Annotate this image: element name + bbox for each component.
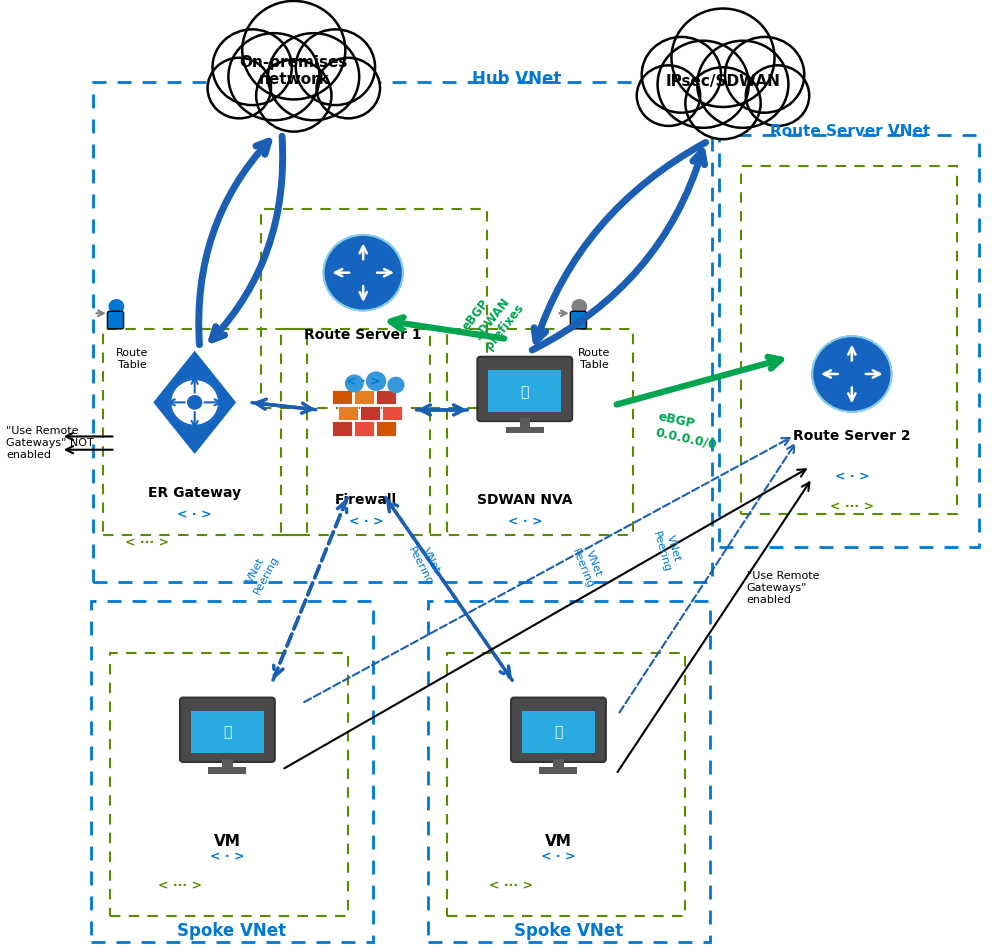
Bar: [360, 405, 380, 419]
Bar: [261, 209, 487, 408]
FancyBboxPatch shape: [180, 698, 274, 762]
Bar: [354, 421, 374, 436]
Bar: [429, 328, 633, 534]
Polygon shape: [152, 349, 238, 456]
Bar: [110, 653, 348, 917]
Text: ER Gateway: ER Gateway: [148, 486, 242, 499]
Text: VM: VM: [214, 834, 241, 849]
Bar: [338, 405, 358, 419]
Text: ⬜: ⬜: [224, 726, 232, 740]
Circle shape: [170, 379, 219, 426]
Bar: [92, 83, 712, 582]
Circle shape: [346, 375, 363, 392]
Circle shape: [109, 300, 123, 314]
Bar: [354, 390, 374, 404]
Text: < · >: < · >: [541, 850, 576, 864]
FancyBboxPatch shape: [511, 698, 605, 762]
Text: < · >: < · >: [835, 470, 869, 483]
Bar: [719, 135, 979, 547]
Text: < · >: < · >: [346, 375, 381, 388]
Bar: [741, 165, 957, 514]
Circle shape: [672, 9, 774, 107]
Text: Route
Table: Route Table: [578, 348, 610, 370]
Circle shape: [256, 60, 331, 131]
FancyBboxPatch shape: [477, 357, 573, 421]
Circle shape: [188, 396, 202, 409]
Circle shape: [208, 58, 271, 118]
Text: VNet
Peering: VNet Peering: [407, 539, 445, 587]
Bar: [520, 418, 530, 427]
Circle shape: [642, 37, 721, 112]
Text: VNet
Peering: VNet Peering: [242, 549, 280, 596]
Circle shape: [388, 378, 404, 393]
Text: Route Server VNet: Route Server VNet: [769, 125, 930, 139]
Bar: [506, 427, 544, 433]
Bar: [281, 328, 447, 534]
Circle shape: [573, 300, 586, 314]
Circle shape: [317, 58, 380, 118]
Text: < · >: < · >: [210, 850, 245, 864]
Circle shape: [243, 1, 345, 100]
Circle shape: [812, 336, 892, 412]
Text: < · >: < · >: [508, 515, 542, 528]
Text: Route Server 2: Route Server 2: [793, 429, 911, 443]
FancyBboxPatch shape: [571, 311, 586, 329]
Bar: [90, 601, 373, 942]
Circle shape: [637, 66, 700, 126]
Bar: [223, 759, 233, 767]
Text: < ··· >: < ··· >: [830, 500, 874, 513]
Text: < · >: < · >: [349, 515, 384, 528]
Circle shape: [658, 41, 748, 127]
Circle shape: [725, 37, 804, 112]
Bar: [103, 328, 307, 534]
Text: IPsec/SDWAN: IPsec/SDWAN: [666, 74, 780, 89]
Text: < · >: < · >: [177, 508, 212, 520]
Text: Route Server 1: Route Server 1: [304, 327, 422, 341]
Text: ⬜: ⬜: [521, 385, 529, 398]
Bar: [376, 390, 397, 404]
Circle shape: [296, 29, 375, 106]
Bar: [427, 601, 710, 942]
Bar: [332, 390, 352, 404]
Text: "Use Remote
Gateways"
enabled: "Use Remote Gateways" enabled: [746, 572, 819, 605]
Bar: [191, 710, 263, 753]
Bar: [209, 767, 247, 773]
Text: On-premises
network: On-premises network: [240, 55, 348, 87]
Circle shape: [268, 33, 359, 120]
Text: VM: VM: [545, 834, 572, 849]
Text: Spoke VNet: Spoke VNet: [514, 922, 623, 941]
Text: Firewall: Firewall: [335, 494, 398, 507]
Text: Route
Table: Route Table: [116, 348, 148, 370]
Bar: [488, 370, 562, 412]
Text: ⬜: ⬜: [555, 726, 563, 740]
Bar: [447, 653, 685, 917]
Bar: [554, 759, 564, 767]
Text: VNet
Peering: VNet Peering: [651, 527, 684, 573]
Bar: [376, 421, 397, 436]
Circle shape: [213, 29, 292, 106]
Circle shape: [685, 68, 760, 139]
Circle shape: [323, 235, 403, 311]
Bar: [383, 405, 403, 419]
Bar: [540, 767, 578, 773]
Text: Hub VNet: Hub VNet: [472, 70, 562, 88]
Text: VNet
Peering: VNet Peering: [571, 543, 606, 590]
Circle shape: [746, 66, 809, 126]
Circle shape: [229, 33, 320, 120]
Text: < ··· >: < ··· >: [125, 536, 169, 549]
Circle shape: [697, 41, 788, 127]
Text: < ··· >: < ··· >: [158, 879, 202, 892]
Text: Spoke VNet: Spoke VNet: [177, 922, 286, 941]
Text: < ··· >: < ··· >: [489, 879, 533, 892]
Bar: [522, 710, 595, 753]
Text: eBGP
SDWAN
prefixes: eBGP SDWAN prefixes: [459, 282, 527, 352]
FancyBboxPatch shape: [107, 311, 123, 329]
Text: "Use Remote
Gateways" NOT
enabled: "Use Remote Gateways" NOT enabled: [6, 426, 94, 459]
Bar: [332, 421, 352, 436]
Text: SDWAN NVA: SDWAN NVA: [477, 494, 573, 507]
Circle shape: [367, 372, 386, 390]
Text: eBGP
0.0.0.0/0: eBGP 0.0.0.0/0: [654, 411, 721, 451]
